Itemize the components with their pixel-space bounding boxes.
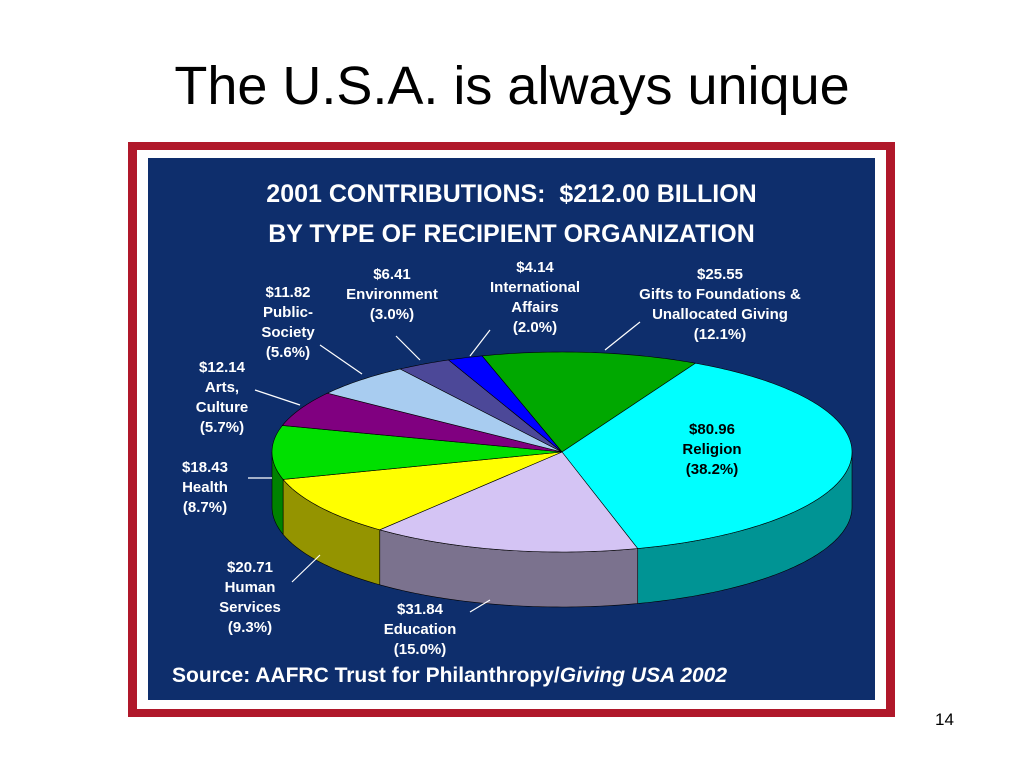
leader-line (319, 344, 363, 375)
pie (248, 321, 853, 613)
percent-label: (15.0%) (393, 641, 447, 658)
category-label: Environment (346, 286, 438, 303)
category-label: Education (383, 621, 457, 638)
value-label: $12.14 (199, 359, 245, 376)
leader-line (395, 335, 421, 361)
slice (481, 351, 697, 453)
percent-label: (9.3%) (227, 619, 273, 636)
slice-label: $4.14 International Affairs (2.0%) (475, 258, 595, 338)
slice (326, 368, 563, 453)
percent-label: (8.7%) (182, 499, 228, 516)
slice-label: $12.14 Arts, Culture (5.7%) (187, 358, 257, 438)
value-label: $18.43 (182, 459, 228, 476)
value-label: $31.84 (397, 601, 443, 618)
leader-line (291, 554, 321, 583)
slice (561, 362, 853, 549)
slice (271, 425, 563, 480)
category-label: Gifts to Foundations & Unallocated Givin… (639, 286, 801, 323)
category-label: Human Services (219, 579, 281, 616)
source-text: Source: AAFRC Trust for Philanthropy/ (172, 664, 560, 687)
slide-title: The U.S.A. is always unique (174, 56, 850, 116)
category-label: Religion (682, 441, 742, 458)
slice-label: $31.84 Education (15.0%) (360, 600, 480, 660)
slice (378, 451, 639, 553)
slice-label: $20.71 Human Services (9.3%) (205, 558, 295, 638)
slice-label: $11.82 Public-Society (5.6%) (253, 283, 323, 363)
percent-label: (2.0%) (512, 319, 558, 336)
category-label: International Affairs (489, 279, 580, 316)
percent-label: (5.7%) (199, 419, 245, 436)
leader-line (254, 389, 301, 406)
percent-label: (5.6%) (265, 344, 311, 361)
category-label: Health (182, 479, 228, 496)
source: Source: AAFRC Trust for Philanthropy/Giv… (172, 664, 727, 688)
slice-label: $80.96 Religion (38.2%) (652, 420, 772, 480)
value-label: $25.55 (697, 266, 743, 283)
leader-line (469, 599, 491, 613)
slice-label: $25.55 Gifts to Foundations & Unallocated… (615, 265, 825, 345)
slice (447, 355, 563, 453)
leader-line (469, 329, 491, 357)
category-label: Public-Society (261, 304, 315, 341)
percent-label: (12.1%) (693, 326, 747, 343)
value-label: $20.71 (227, 559, 273, 576)
percent-label: (38.2%) (685, 461, 739, 478)
leader-line (604, 321, 641, 351)
page-number: 14 (935, 710, 954, 729)
value-label: $11.82 (265, 284, 311, 301)
slice (399, 359, 563, 453)
percent-label: (3.0%) (369, 306, 415, 323)
category-label: Arts, Culture (195, 379, 249, 416)
slice (282, 451, 563, 531)
chart-subtitle: BY TYPE OF RECIPIENT ORGANIZATION (268, 220, 755, 248)
chart-title: 2001 CONTRIBUTIONS: $212.00 BILLION (266, 180, 757, 208)
value-label: $6.41 (373, 266, 411, 283)
value-label: $80.96 (689, 421, 735, 438)
source-publication: Giving USA 2002 (559, 664, 728, 687)
slice-label: $18.43 Health (8.7%) (165, 458, 245, 518)
slice (281, 392, 563, 453)
value-label: $4.14 (516, 259, 554, 276)
slice-label: $6.41 Environment (3.0%) (332, 265, 452, 325)
